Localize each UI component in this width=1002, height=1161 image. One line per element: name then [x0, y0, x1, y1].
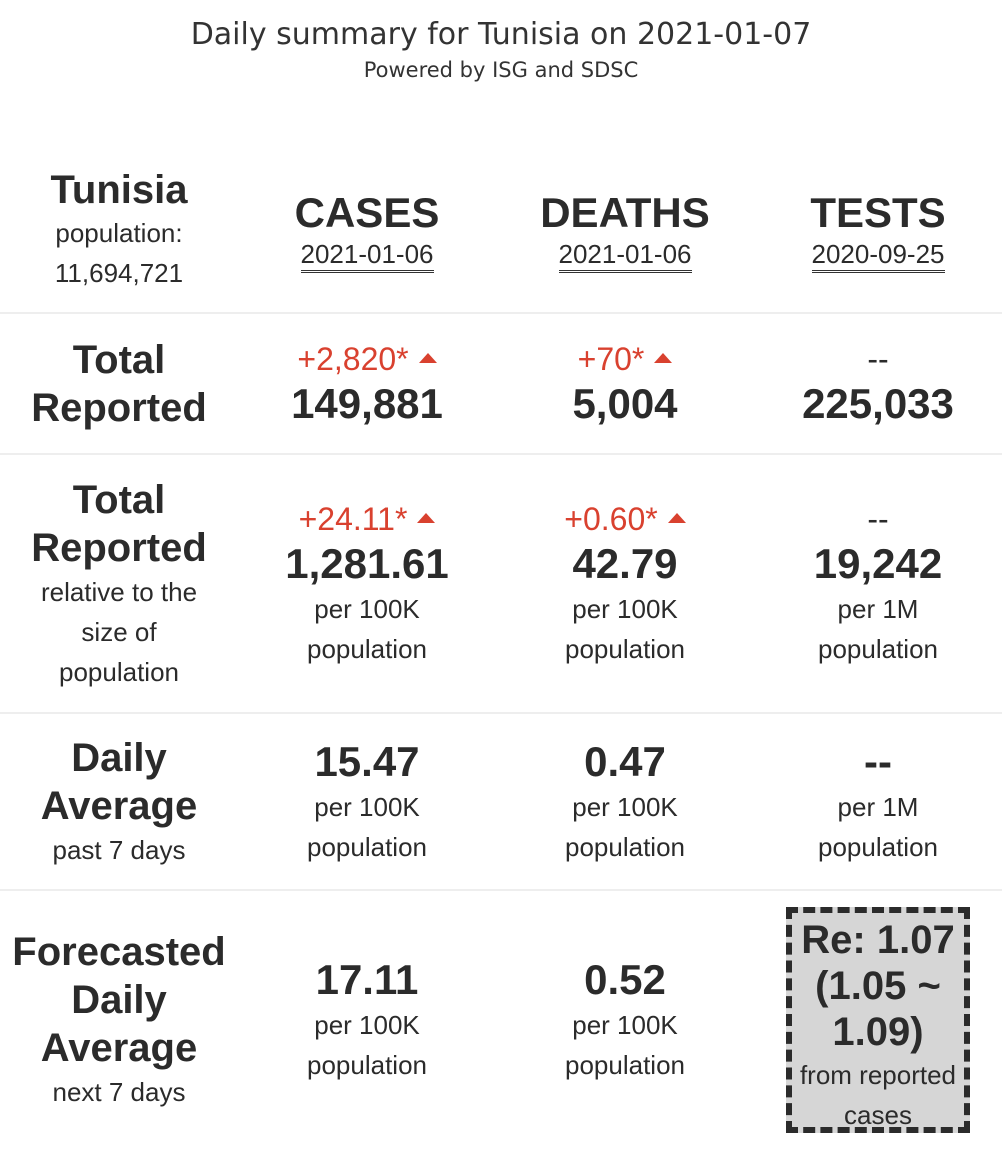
unit-line2: population — [818, 633, 938, 664]
unit-line2: population — [565, 633, 685, 664]
relative-tests-cell: -- 19,242 per 1M population — [754, 454, 1002, 714]
arrow-up-icon — [654, 353, 673, 364]
row-sub-line1: relative to the — [40, 576, 198, 607]
daily-cases-cell: 15.47 per 100K population — [238, 713, 496, 891]
unit-line2: population — [818, 831, 938, 862]
row-label-line1: Forecasted — [12, 929, 226, 974]
tests-column-header: TESTS 2020-09-25 — [754, 148, 1002, 314]
relative-deaths-value: 42.79 — [572, 539, 678, 587]
arrow-up-icon — [667, 513, 686, 524]
row-label-line1: Total — [72, 477, 166, 522]
row-sub: past 7 days — [52, 834, 186, 865]
total-tests-cell: -- 225,033 — [754, 313, 1002, 455]
re-range-line2: 1.09) — [832, 1009, 924, 1054]
relative-deaths-cell: +0.60* 42.79 per 100K population — [496, 454, 754, 714]
daily-cases-value: 15.47 — [314, 737, 420, 785]
summary-table: Tunisia population: 11,694,721 CASES 202… — [0, 148, 1002, 1148]
page-header: Daily summary for Tunisia on 2021-01-07 … — [0, 14, 1002, 84]
relative-header: Total Reported relative to the size of p… — [0, 454, 238, 714]
deaths-label: DEATHS — [540, 188, 710, 236]
forecast-cases-value: 17.11 — [315, 955, 419, 1003]
header-row: Tunisia population: 11,694,721 CASES 202… — [0, 148, 1002, 314]
total-reported-row: Total Reported +2,820* 149,881 +70* 5,00… — [0, 313, 1002, 455]
row-sub-line3: population — [59, 656, 179, 687]
tests-label: TESTS — [810, 188, 946, 236]
tests-delta: -- — [867, 500, 889, 537]
re-estimate-box: Re: 1.07 (1.05 ~ 1.09) from reported cas… — [786, 906, 970, 1133]
arrow-up-icon — [418, 353, 437, 364]
relative-cases-cell: +24.11* 1,281.61 per 100K population — [238, 454, 496, 714]
unit-line1: per 100K — [314, 791, 420, 822]
row-label-line2: Reported — [31, 385, 207, 430]
daily-average-row: Daily Average past 7 days 15.47 per 100K… — [0, 713, 1002, 891]
row-label-line3: Average — [40, 1025, 198, 1070]
cases-delta: +2,820* — [238, 339, 496, 379]
re-note-line1: from reported — [799, 1059, 957, 1090]
re-cell: Re: 1.07 (1.05 ~ 1.09) from reported cas… — [754, 890, 1002, 1148]
cases-label: CASES — [294, 188, 440, 236]
row-label-line1: Daily — [71, 735, 167, 780]
cases-delta-text: +2,820* — [297, 340, 409, 377]
unit-line1: per 100K — [572, 1009, 678, 1040]
unit-line2: population — [307, 1049, 427, 1080]
relative-cases-value: 1,281.61 — [285, 539, 449, 587]
cases-date: 2021-01-06 — [300, 238, 434, 273]
unit-line2: population — [565, 831, 685, 862]
daily-tests-value: -- — [864, 737, 892, 785]
relative-tests-value: 19,242 — [813, 539, 943, 587]
population-value: 11,694,721 — [54, 258, 184, 288]
total-reported-header: Total Reported — [0, 313, 238, 455]
cases-delta-text: +24.11* — [298, 500, 408, 537]
unit-line1: per 100K — [572, 791, 678, 822]
cases-delta: +24.11* — [238, 499, 496, 539]
forecast-deaths-value: 0.52 — [584, 955, 666, 1003]
country-name: Tunisia — [50, 168, 188, 212]
unit-line1: per 100K — [314, 1009, 420, 1040]
forecast-cases-cell: 17.11 per 100K population — [238, 890, 496, 1148]
deaths-delta-text: +0.60* — [564, 500, 658, 537]
daily-deaths-value: 0.47 — [584, 737, 666, 785]
re-range-line1: (1.05 ~ — [815, 963, 941, 1008]
forecast-row: Forecasted Daily Average next 7 days 17.… — [0, 890, 1002, 1148]
unit-line1: per 100K — [572, 593, 678, 624]
cases-column-header: CASES 2021-01-06 — [238, 148, 496, 314]
unit-line2: population — [307, 633, 427, 664]
tests-date: 2020-09-25 — [811, 238, 945, 273]
deaths-delta: +0.60* — [496, 499, 754, 539]
deaths-delta-text: +70* — [577, 340, 645, 377]
relative-row: Total Reported relative to the size of p… — [0, 454, 1002, 714]
unit-line2: population — [565, 1049, 685, 1080]
tests-delta: -- — [867, 340, 889, 377]
row-label-line2: Reported — [31, 525, 207, 570]
unit-line1: per 1M — [837, 593, 919, 624]
total-deaths-cell: +70* 5,004 — [496, 313, 754, 455]
deaths-column-header: DEATHS 2021-01-06 — [496, 148, 754, 314]
daily-average-header: Daily Average past 7 days — [0, 713, 238, 891]
total-tests-value: 225,033 — [802, 379, 954, 427]
row-sub-line2: size of — [81, 616, 157, 647]
page-title: Daily summary for Tunisia on 2021-01-07 — [190, 17, 812, 52]
total-cases-cell: +2,820* 149,881 — [238, 313, 496, 455]
country-cell: Tunisia population: 11,694,721 — [0, 148, 238, 314]
deaths-delta: +70* — [496, 339, 754, 379]
page-subtitle: Powered by ISG and SDSC — [363, 58, 639, 82]
arrow-up-icon — [417, 513, 436, 524]
row-label-line2: Daily — [71, 977, 167, 1022]
daily-deaths-cell: 0.47 per 100K population — [496, 713, 754, 891]
re-note-line2: cases — [844, 1099, 912, 1130]
unit-line2: population — [307, 831, 427, 862]
total-cases-value: 149,881 — [291, 379, 443, 427]
row-sub: next 7 days — [52, 1076, 186, 1107]
population-label: population: — [55, 218, 183, 248]
unit-line1: per 1M — [837, 791, 919, 822]
re-value: Re: 1.07 — [801, 917, 955, 962]
row-label-line1: Total — [72, 337, 166, 382]
daily-tests-cell: -- per 1M population — [754, 713, 1002, 891]
total-deaths-value: 5,004 — [572, 379, 678, 427]
unit-line1: per 100K — [314, 593, 420, 624]
forecast-header: Forecasted Daily Average next 7 days — [0, 890, 238, 1148]
deaths-date: 2021-01-06 — [558, 238, 692, 273]
row-label-line2: Average — [40, 783, 198, 828]
forecast-deaths-cell: 0.52 per 100K population — [496, 890, 754, 1148]
